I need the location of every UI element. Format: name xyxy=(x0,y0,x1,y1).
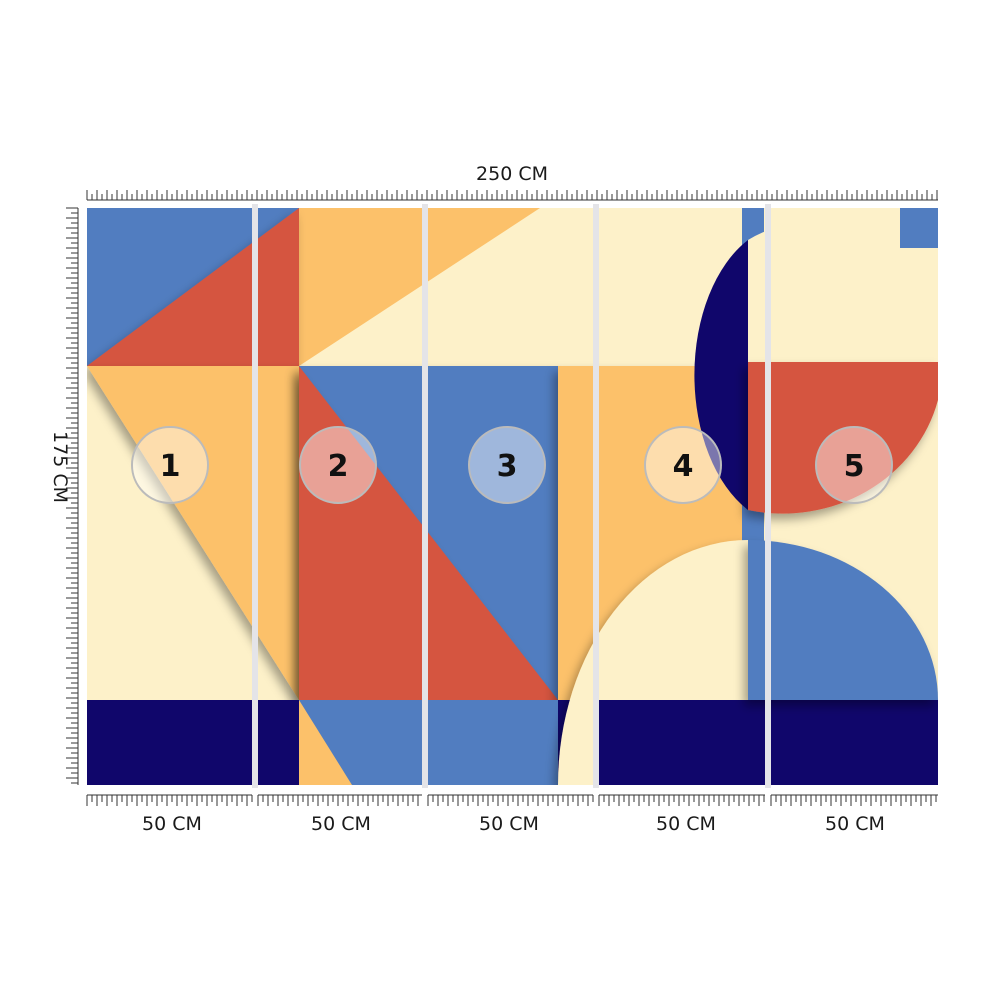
total-height-label: 175 CM xyxy=(49,431,71,503)
cream-circle-top xyxy=(748,222,938,362)
panel-width-label-3: 50 CM xyxy=(479,813,539,835)
total-width-label: 250 CM xyxy=(476,163,548,185)
panel-badge-4: 4 xyxy=(644,426,722,504)
red-circle-bottom xyxy=(748,362,938,514)
panel-number-4: 4 xyxy=(673,449,694,484)
panel-width-label-2: 50 CM xyxy=(311,813,371,835)
orange-bottom-left xyxy=(299,700,352,785)
orange-left-triangle xyxy=(87,366,299,700)
panel-badge-2: 2 xyxy=(299,426,377,504)
rulers xyxy=(66,190,938,806)
panel-width-label-5: 50 CM xyxy=(825,813,885,835)
panel-number-2: 2 xyxy=(328,449,349,484)
panel-badge-3: 3 xyxy=(468,426,546,504)
panel-width-label-1: 50 CM xyxy=(142,813,202,835)
divider-3 xyxy=(593,204,599,788)
divider-4 xyxy=(765,204,771,788)
mural-artwork xyxy=(87,208,938,785)
panel-number-1: 1 xyxy=(160,449,181,484)
orange-top-triangle xyxy=(299,208,540,366)
red-top-triangle xyxy=(87,208,299,366)
divider-1 xyxy=(252,204,258,788)
panel-badges: 1 2 3 4 5 xyxy=(131,426,893,504)
red-center-triangle xyxy=(299,366,558,700)
panel-dividers xyxy=(252,204,771,788)
divider-2 xyxy=(422,204,428,788)
panel-number-5: 5 xyxy=(844,449,865,484)
panel-number-3: 3 xyxy=(497,449,518,484)
panel-badge-5: 5 xyxy=(815,426,893,504)
panel-width-label-4: 50 CM xyxy=(656,813,716,835)
navy-circle-left xyxy=(694,240,748,510)
blue-top-right-corner xyxy=(900,208,938,248)
panel-badge-1: 1 xyxy=(131,426,209,504)
blue-quarter-circle xyxy=(748,540,938,700)
